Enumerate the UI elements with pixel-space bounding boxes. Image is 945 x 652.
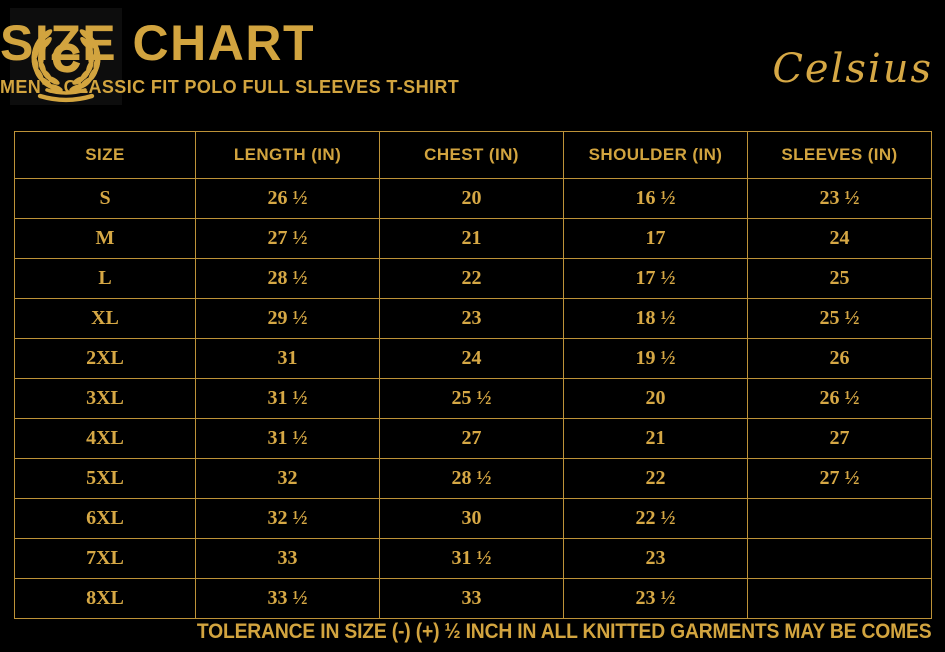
table-row: 4XL 31 ½ 27 21 27 [14, 418, 932, 459]
cell-shoulder: 22 ½ [563, 498, 748, 539]
cell-size: S [14, 178, 196, 219]
cell-length: 33 [195, 538, 380, 579]
cell-shoulder: 19 ½ [563, 338, 748, 379]
table-row: M 27 ½ 21 17 24 [14, 218, 932, 259]
table-row: 8XL 33 ½ 33 23 ½ [14, 578, 932, 619]
cell-sleeves [747, 498, 932, 539]
cell-sleeves: 25 [747, 258, 932, 299]
cell-chest: 24 [379, 338, 564, 379]
cell-length: 27 ½ [195, 218, 380, 259]
cell-shoulder: 17 [563, 218, 748, 259]
table-row: 3XL 31 ½ 25 ½ 20 26 ½ [14, 378, 932, 419]
cell-chest: 21 [379, 218, 564, 259]
cell-chest: 23 [379, 298, 564, 339]
cell-shoulder: 21 [563, 418, 748, 459]
cell-sleeves: 25 ½ [747, 298, 932, 339]
cell-shoulder: 22 [563, 458, 748, 499]
column-header-chest: CHEST (IN) [379, 131, 564, 179]
cell-length: 28 ½ [195, 258, 380, 299]
cell-size: M [14, 218, 196, 259]
cell-size: 4XL [14, 418, 196, 459]
cell-length: 26 ½ [195, 178, 380, 219]
brand-monogram: C [52, 36, 80, 79]
cell-chest: 27 [379, 418, 564, 459]
table-row: 2XL 31 24 19 ½ 26 [14, 338, 932, 379]
cell-chest: 31 ½ [379, 538, 564, 579]
cell-sleeves: 24 [747, 218, 932, 259]
cell-chest: 20 [379, 178, 564, 219]
cell-shoulder: 23 [563, 538, 748, 579]
cell-size: 2XL [14, 338, 196, 379]
table-row: 6XL 32 ½ 30 22 ½ [14, 498, 932, 539]
table-row: 5XL 32 28 ½ 22 27 ½ [14, 458, 932, 499]
cell-sleeves: 26 [747, 338, 932, 379]
table-header-row: SIZE LENGTH (IN) CHEST (IN) SHOULDER (IN… [14, 131, 932, 179]
cell-length: 31 [195, 338, 380, 379]
cell-size: 8XL [14, 578, 196, 619]
cell-size: 5XL [14, 458, 196, 499]
table-row: XL 29 ½ 23 18 ½ 25 ½ [14, 298, 932, 339]
size-chart-table: SIZE LENGTH (IN) CHEST (IN) SHOULDER (IN… [14, 131, 932, 619]
cell-shoulder: 16 ½ [563, 178, 748, 219]
cell-chest: 28 ½ [379, 458, 564, 499]
cell-size: L [14, 258, 196, 299]
cell-shoulder: 20 [563, 378, 748, 419]
cell-chest: 30 [379, 498, 564, 539]
page-title: SIZE CHART [0, 15, 315, 71]
table-row: 7XL 33 31 ½ 23 [14, 538, 932, 579]
brand-logo: C [10, 8, 122, 105]
cell-length: 31 ½ [195, 418, 380, 459]
column-header-shoulder: SHOULDER (IN) [563, 131, 748, 179]
cell-sleeves [747, 538, 932, 579]
table-row: S 26 ½ 20 16 ½ 23 ½ [14, 178, 932, 219]
cell-sleeves: 27 [747, 418, 932, 459]
cell-chest: 22 [379, 258, 564, 299]
laurel-wreath-icon: C [31, 28, 101, 102]
cell-chest: 25 ½ [379, 378, 564, 419]
cell-length: 32 ½ [195, 498, 380, 539]
cell-chest: 33 [379, 578, 564, 619]
cell-shoulder: 17 ½ [563, 258, 748, 299]
column-header-size: SIZE [14, 131, 196, 179]
cell-length: 33 ½ [195, 578, 380, 619]
cell-shoulder: 18 ½ [563, 298, 748, 339]
cell-sleeves: 26 ½ [747, 378, 932, 419]
tolerance-note: TOLERANCE IN SIZE (-) (+) ½ INCH IN ALL … [196, 620, 931, 643]
cell-length: 29 ½ [195, 298, 380, 339]
cell-shoulder: 23 ½ [563, 578, 748, 619]
cell-size: XL [14, 298, 196, 339]
cell-length: 32 [195, 458, 380, 499]
page-subtitle: MEN'S CLASSIC FIT POLO FULL SLEEVES T-SH… [0, 77, 460, 97]
column-header-length: LENGTH (IN) [195, 131, 380, 179]
column-header-sleeves: SLEEVES (IN) [747, 131, 932, 179]
brand-name: Celsius [772, 46, 933, 92]
table-row: L 28 ½ 22 17 ½ 25 [14, 258, 932, 299]
cell-size: 6XL [14, 498, 196, 539]
cell-size: 3XL [14, 378, 196, 419]
cell-sleeves: 27 ½ [747, 458, 932, 499]
cell-length: 31 ½ [195, 378, 380, 419]
cell-sleeves [747, 578, 932, 619]
cell-size: 7XL [14, 538, 196, 579]
cell-sleeves: 23 ½ [747, 178, 932, 219]
